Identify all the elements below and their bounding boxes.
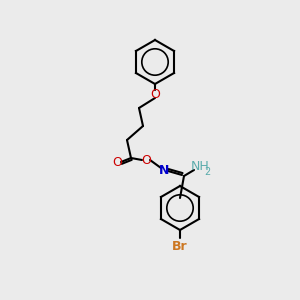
Text: 2: 2 [204, 167, 210, 177]
Text: O: O [112, 155, 122, 169]
Text: Br: Br [172, 241, 188, 254]
Text: O: O [150, 88, 160, 100]
Text: NH: NH [190, 160, 209, 172]
Text: O: O [141, 154, 151, 166]
Text: N: N [159, 164, 169, 176]
